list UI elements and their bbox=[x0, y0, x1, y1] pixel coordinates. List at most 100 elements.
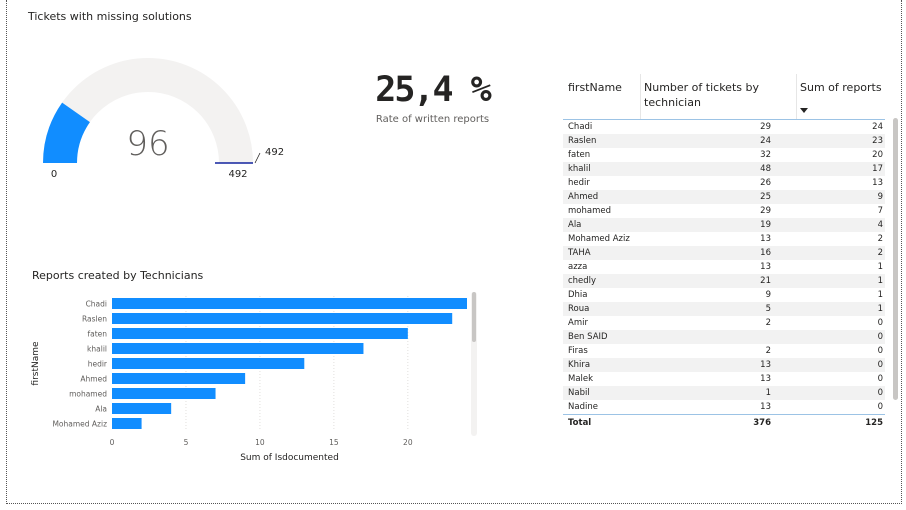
table-row[interactable]: Mohamed Aziz 13 2 bbox=[563, 232, 885, 246]
table-row[interactable]: Nabil 1 0 bbox=[563, 386, 885, 400]
x-tick-label: 15 bbox=[329, 438, 339, 447]
bar[interactable] bbox=[112, 388, 216, 399]
category-label: faten bbox=[87, 330, 107, 339]
table-row[interactable]: Raslen 24 23 bbox=[563, 134, 885, 148]
bar[interactable] bbox=[112, 418, 142, 429]
column-divider bbox=[796, 74, 797, 119]
gauge-title: Tickets with missing solutions bbox=[28, 10, 192, 23]
cell-firstname: Roua bbox=[568, 304, 590, 314]
table-row[interactable]: Firas 2 0 bbox=[563, 344, 885, 358]
table-row[interactable]: khalil 48 17 bbox=[563, 162, 885, 176]
x-tick-label: 10 bbox=[255, 438, 265, 447]
cell-sum-reports: 20 bbox=[872, 150, 883, 160]
cell-sum-reports: 7 bbox=[877, 206, 883, 216]
table-row[interactable]: Roua 5 1 bbox=[563, 302, 885, 316]
table-row[interactable]: Ahmed 25 9 bbox=[563, 190, 885, 204]
cell-firstname: hedir bbox=[568, 178, 590, 188]
table-row[interactable]: faten 32 20 bbox=[563, 148, 885, 162]
technician-table[interactable]: firstName Number of tickets by technicia… bbox=[563, 74, 885, 431]
category-label: hedir bbox=[88, 360, 108, 369]
table-row[interactable]: Chadi 29 24 bbox=[563, 120, 885, 134]
cell-sum-reports: 13 bbox=[872, 178, 883, 188]
table-row[interactable]: Ben SAID 0 bbox=[563, 330, 885, 344]
table-row[interactable]: chedly 21 1 bbox=[563, 274, 885, 288]
cell-sum-reports: 0 bbox=[877, 360, 883, 370]
bar-category-labels: Chadi Raslen faten khalil hedir Ahmed mohamed A… bbox=[52, 300, 107, 429]
bar[interactable] bbox=[112, 313, 453, 324]
gauge-chart[interactable]: 96 0 492 492 bbox=[20, 28, 310, 188]
bar-chart-scrollbar-thumb[interactable] bbox=[472, 292, 476, 342]
cell-firstname: Raslen bbox=[568, 136, 597, 146]
cell-sum-reports: 23 bbox=[872, 136, 883, 146]
x-axis-title: Sum of Isdocumented bbox=[240, 453, 339, 463]
bar-chart-title: Reports created by Technicians bbox=[32, 269, 204, 282]
cell-ticket-count: 25 bbox=[760, 192, 771, 202]
category-label: Raslen bbox=[82, 315, 107, 324]
cell-ticket-count: 48 bbox=[760, 164, 771, 174]
table-row[interactable]: azza 13 1 bbox=[563, 260, 885, 274]
y-axis-title: firstName bbox=[31, 341, 41, 386]
cell-sum-reports: 1 bbox=[877, 276, 883, 286]
cell-firstname: Dhia bbox=[568, 290, 588, 300]
column-header-ticket-count[interactable]: Number of tickets by technician bbox=[644, 81, 759, 109]
bar[interactable] bbox=[112, 358, 305, 369]
cell-sum-reports: 4 bbox=[877, 220, 883, 230]
table-row[interactable]: mohamed 29 7 bbox=[563, 204, 885, 218]
bar[interactable] bbox=[112, 343, 364, 354]
bar-chart[interactable]: Chadi Raslen faten khalil hedir Ahmed mohamed A… bbox=[26, 286, 471, 466]
sort-descending-icon[interactable] bbox=[800, 108, 808, 113]
cell-sum-reports: 9 bbox=[877, 192, 883, 202]
table-row[interactable]: Ala 19 4 bbox=[563, 218, 885, 232]
bar[interactable] bbox=[112, 403, 172, 414]
cell-firstname: Mohamed Aziz bbox=[568, 234, 630, 244]
bar[interactable] bbox=[112, 298, 467, 309]
cell-firstname: Chadi bbox=[568, 122, 593, 132]
table-row[interactable]: Dhia 9 1 bbox=[563, 288, 885, 302]
cell-firstname: faten bbox=[568, 150, 591, 160]
total-ticket-count: 376 bbox=[753, 418, 771, 428]
cell-ticket-count: 26 bbox=[760, 178, 771, 188]
table-row[interactable]: Malek 13 0 bbox=[563, 372, 885, 386]
cell-ticket-count: 13 bbox=[760, 374, 771, 384]
gauge-fill[interactable] bbox=[43, 102, 91, 164]
gauge-max-label: 492 bbox=[228, 169, 247, 180]
kpi-label: Rate of written reports bbox=[375, 114, 490, 125]
column-divider bbox=[640, 74, 641, 119]
table-row[interactable]: Khira 13 0 bbox=[563, 358, 885, 372]
category-label: Ahmed bbox=[80, 375, 107, 384]
table-row[interactable]: Amir 2 0 bbox=[563, 316, 885, 330]
cell-firstname: Ben SAID bbox=[568, 332, 608, 342]
column-header-sum-reports[interactable]: Sum of reports bbox=[800, 81, 882, 94]
category-label: Chadi bbox=[86, 300, 107, 309]
total-sum-reports: 125 bbox=[865, 418, 883, 428]
bar[interactable] bbox=[112, 373, 246, 384]
column-header-firstname[interactable]: firstName bbox=[568, 81, 622, 94]
table-row[interactable]: hedir 26 13 bbox=[563, 176, 885, 190]
cell-sum-reports: 24 bbox=[872, 122, 883, 132]
table-row[interactable]: Nadine 13 0 bbox=[563, 400, 885, 414]
cell-sum-reports: 0 bbox=[877, 318, 883, 328]
cell-firstname: Nadine bbox=[568, 402, 598, 412]
x-tick-label: 20 bbox=[403, 438, 413, 447]
total-label: Total bbox=[568, 418, 592, 428]
cell-ticket-count: 29 bbox=[760, 206, 771, 216]
cell-sum-reports: 17 bbox=[872, 164, 883, 174]
cell-ticket-count: 13 bbox=[760, 402, 771, 412]
category-label: mohamed bbox=[69, 390, 107, 399]
cell-ticket-count: 13 bbox=[760, 234, 771, 244]
category-label: Mohamed Aziz bbox=[52, 420, 107, 429]
cell-ticket-count: 2 bbox=[765, 318, 771, 328]
bar-x-ticks: 0 5 10 15 20 bbox=[110, 438, 413, 447]
cell-ticket-count: 29 bbox=[760, 122, 771, 132]
cell-firstname: Ala bbox=[568, 220, 582, 230]
cell-sum-reports: 0 bbox=[877, 374, 883, 384]
bar[interactable] bbox=[112, 328, 408, 339]
table-scrollbar[interactable] bbox=[893, 118, 898, 400]
gauge-min-label: 0 bbox=[51, 169, 57, 180]
x-tick-label: 0 bbox=[110, 438, 115, 447]
table-header: firstName Number of tickets by technicia… bbox=[563, 74, 885, 120]
table-row[interactable]: TAHA 16 2 bbox=[563, 246, 885, 260]
bar-chart-scrollbar-track[interactable] bbox=[471, 292, 477, 436]
cell-ticket-count: 19 bbox=[760, 220, 771, 230]
cell-sum-reports: 0 bbox=[877, 402, 883, 412]
